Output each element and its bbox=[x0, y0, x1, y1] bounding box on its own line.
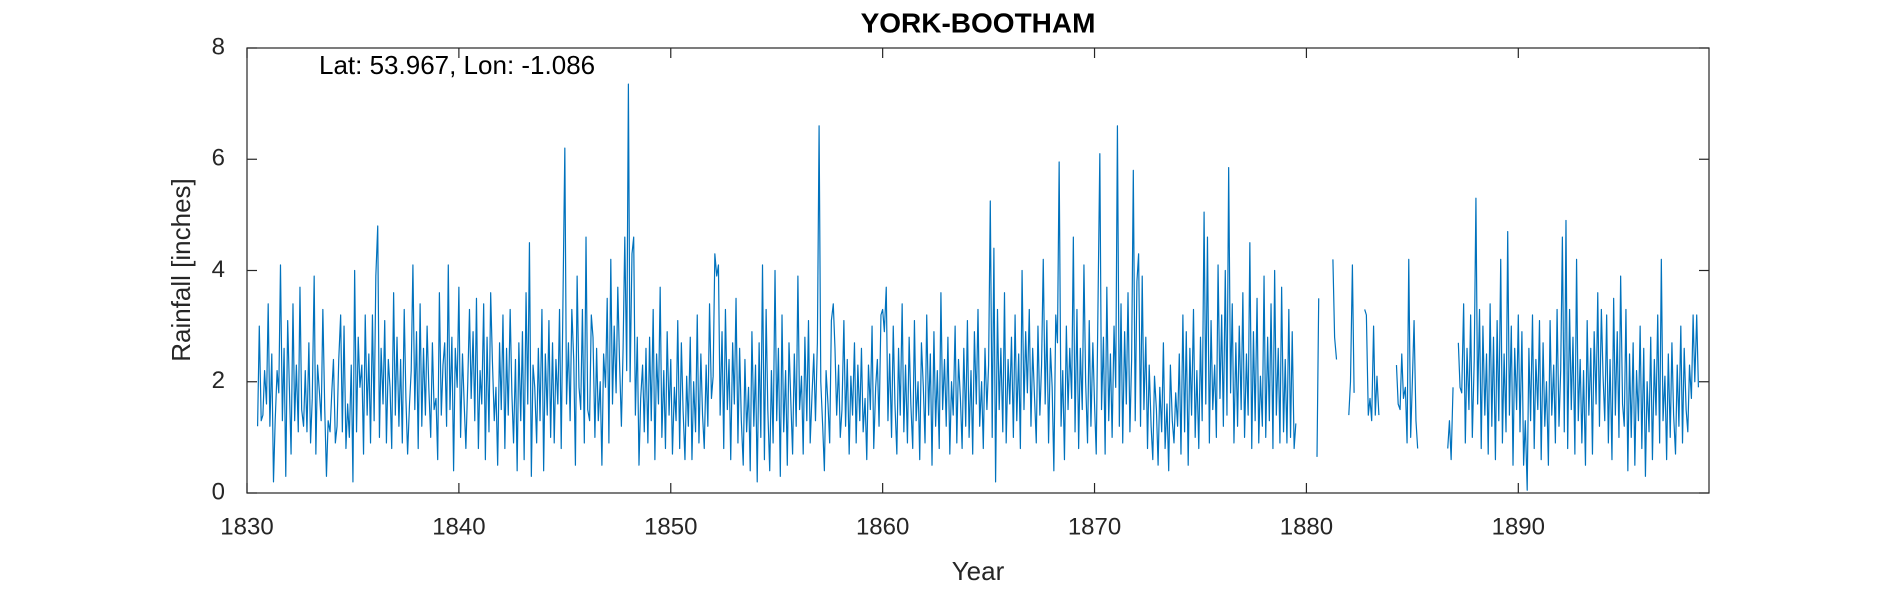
x-tick-label: 1870 bbox=[1068, 513, 1121, 540]
x-tick-label: 1880 bbox=[1280, 513, 1333, 540]
y-tick-label: 0 bbox=[212, 478, 225, 505]
chart-title: YORK-BOOTHAM bbox=[861, 7, 1096, 38]
x-tick-label: 1890 bbox=[1492, 513, 1545, 540]
y-tick-label: 4 bbox=[212, 256, 225, 283]
data-line bbox=[256, 83, 1700, 491]
y-tick-label: 6 bbox=[212, 145, 225, 172]
x-axis-label: Year bbox=[952, 556, 1005, 586]
y-axis-label: Rainfall [inches] bbox=[166, 178, 196, 362]
y-tick-label: 2 bbox=[212, 367, 225, 394]
x-tick-label: 1860 bbox=[856, 513, 909, 540]
y-tick-label: 8 bbox=[212, 33, 225, 60]
x-tick-label: 1830 bbox=[220, 513, 273, 540]
annotation: Lat: 53.967, Lon: -1.086 bbox=[319, 50, 595, 80]
x-tick-label: 1850 bbox=[644, 513, 697, 540]
x-tick-label: 1840 bbox=[432, 513, 485, 540]
